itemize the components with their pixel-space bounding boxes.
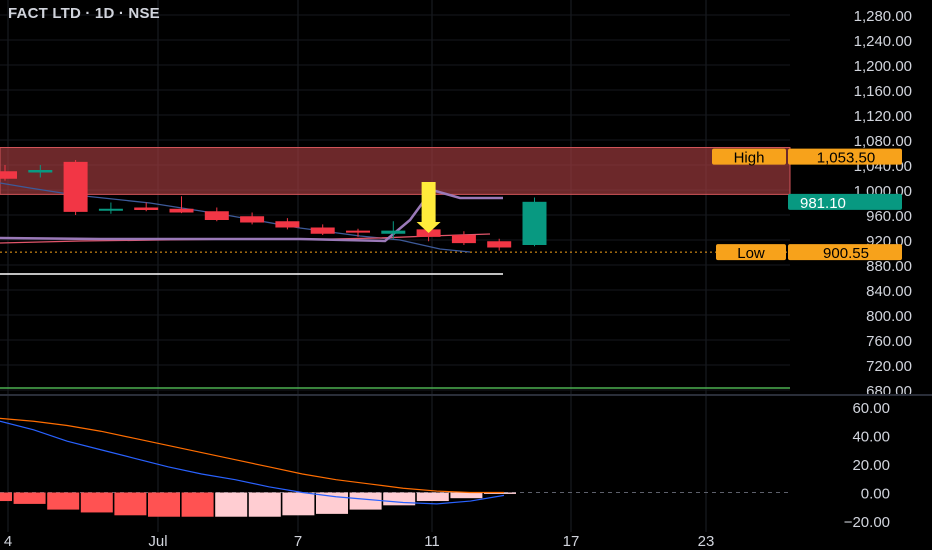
osc-histogram-bar — [13, 492, 46, 504]
candle-body — [204, 211, 229, 220]
price-tick-label: 680.00 — [866, 383, 912, 400]
osc-histogram-bar — [484, 492, 516, 494]
price-tick-label: 760.00 — [866, 333, 912, 350]
price-tick-label: 1,200.00 — [854, 58, 912, 75]
osc-tick-label: 60.00 — [852, 400, 890, 417]
time-tick-label: 4 — [4, 533, 12, 550]
osc-histogram-bar — [416, 492, 449, 502]
osc-histogram-bar — [0, 492, 12, 502]
low-tag-label: Low — [737, 245, 765, 262]
osc-histogram-bar — [181, 492, 214, 517]
chart-title: FACT LTD · 1D · NSE — [8, 5, 160, 22]
price-tick-label: 1,120.00 — [854, 108, 912, 125]
signal-arrowhead-icon — [416, 222, 441, 233]
candle-body — [240, 216, 265, 223]
osc-histogram-bar — [248, 492, 281, 517]
price-tick-label: 960.00 — [866, 208, 912, 225]
signal-arrow-icon — [421, 182, 436, 224]
candle-body — [346, 230, 370, 233]
candle-body — [28, 170, 53, 173]
osc-macd-line — [0, 420, 505, 505]
high-price-label: 1,053.50 — [817, 150, 875, 167]
low-price-label: 900.55 — [823, 245, 869, 262]
high-price-tag — [788, 148, 902, 165]
last-price-label: 981.10 — [800, 195, 846, 212]
high-tag-label: High — [734, 150, 765, 167]
osc-tick-label: 0.00 — [861, 486, 890, 503]
candle-body — [381, 230, 406, 234]
osc-tick-label: 40.00 — [852, 429, 890, 446]
osc-histogram-bar — [47, 492, 80, 510]
price-tick-label: 720.00 — [866, 358, 912, 375]
osc-histogram-bar — [148, 492, 180, 517]
osc-histogram-bar — [349, 492, 382, 510]
price-tick-label: 880.00 — [866, 258, 912, 275]
osc-histogram-bar — [114, 492, 147, 516]
candle-body — [416, 229, 441, 237]
candle-body — [451, 235, 476, 244]
low-tag — [716, 244, 786, 261]
price-tick-label: 840.00 — [866, 283, 912, 300]
time-tick-label: 11 — [424, 533, 440, 550]
time-tick-label: 17 — [563, 533, 580, 550]
ma-line-purple — [0, 188, 503, 243]
price-tick-label: 1,280.00 — [854, 8, 912, 25]
candle-body — [63, 161, 88, 212]
candle-body — [310, 227, 335, 234]
last-price-tag — [788, 193, 902, 210]
time-tick-label: 23 — [698, 533, 715, 550]
osc-histogram-bar — [80, 492, 113, 513]
price-tick-label: 1,240.00 — [854, 33, 912, 50]
time-tick-label: Jul — [148, 533, 167, 550]
osc-histogram-bar — [316, 492, 348, 514]
candle-body — [487, 241, 512, 248]
candle-body — [0, 171, 17, 179]
osc-histogram-bar — [450, 492, 483, 499]
candle-body — [98, 208, 123, 211]
osc-tick-label: 20.00 — [852, 457, 890, 474]
candle-body — [134, 207, 159, 210]
candle-body — [522, 201, 547, 245]
price-tick-label: 1,160.00 — [854, 83, 912, 100]
resistance-zone — [0, 147, 791, 195]
osc-tick-label: −20.00 — [844, 514, 890, 531]
osc-signal-line — [0, 417, 504, 494]
osc-histogram-bar — [215, 492, 248, 517]
price-tick-label: 1,080.00 — [854, 133, 912, 150]
candle-body — [275, 221, 300, 228]
candle-body — [169, 208, 194, 213]
high-tag — [712, 148, 786, 165]
low-price-tag — [788, 244, 902, 261]
osc-histogram-bar — [383, 492, 416, 506]
price-tick-label: 800.00 — [866, 308, 912, 325]
osc-histogram-bar — [282, 492, 315, 516]
time-tick-label: 7 — [294, 533, 302, 550]
